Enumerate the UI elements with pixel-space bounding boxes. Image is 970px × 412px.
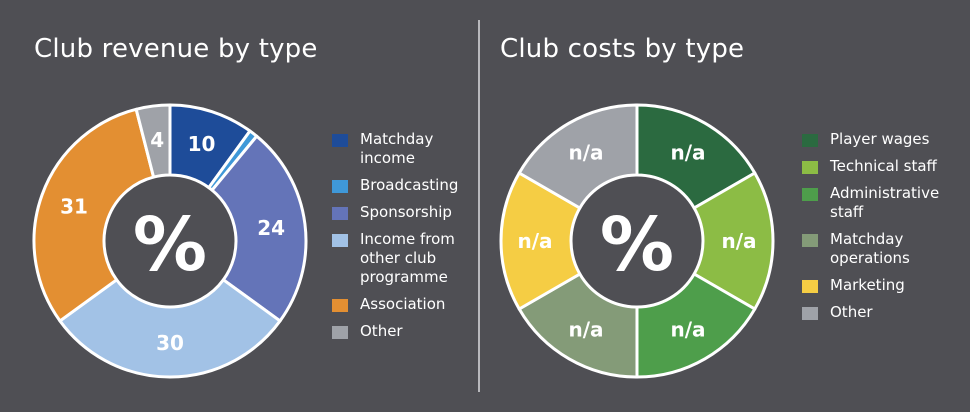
costs-legend-item: Technical staff (802, 157, 967, 176)
costs-legend-item: Marketing (802, 276, 967, 295)
revenue-segment-3 (58, 278, 282, 379)
revenue-donut-chart: 1012430314% (32, 103, 308, 379)
revenue-legend-swatch (332, 299, 348, 312)
costs-legend-item: Other (802, 303, 967, 322)
costs-legend-label: Other (830, 303, 873, 321)
revenue-legend-item: Association (332, 295, 472, 314)
costs-legend-item: Player wages (802, 130, 967, 149)
costs-donut-chart: n/a n/a n/a n/a n/a n/a% (499, 103, 775, 379)
costs-panel: n/a n/a n/a n/a n/a n/a% Club costs by type P… (480, 0, 970, 412)
costs-legend-swatch (802, 134, 818, 147)
costs-legend-label: Technical staff (830, 157, 937, 175)
revenue-legend-item: Broadcasting (332, 176, 472, 195)
revenue-legend-swatch (332, 234, 348, 247)
costs-legend-swatch (802, 307, 818, 320)
costs-segment-5 (517, 103, 639, 210)
costs-segment-label-1: n/a (721, 229, 756, 253)
costs-legend-label: Player wages (830, 130, 930, 148)
costs-legend-label: Administrative staff (830, 184, 940, 221)
revenue-center-label: % (133, 202, 207, 288)
revenue-legend-swatch (332, 207, 348, 220)
revenue-legend-label: Matchday income (360, 130, 434, 167)
panel-divider (478, 20, 480, 392)
revenue-legend-swatch (332, 326, 348, 339)
revenue-legend-item: Income from other club programme (332, 230, 472, 287)
revenue-panel: 1012430314% Club revenue by type Matchda… (0, 0, 478, 412)
revenue-segment-label-2: 24 (257, 216, 285, 240)
revenue-legend-swatch (332, 180, 348, 193)
revenue-segment-4 (32, 107, 156, 323)
costs-legend-label: Matchday operations (830, 230, 910, 267)
costs-legend-item: Administrative staff (802, 184, 967, 222)
costs-legend-swatch (802, 234, 818, 247)
costs-legend: Player wages Technical staff Administrativ… (802, 130, 967, 330)
costs-legend-item: Matchday operations (802, 230, 967, 268)
costs-segment-label-4: n/a (517, 229, 552, 253)
revenue-segment-label-5: 4 (150, 128, 164, 152)
revenue-legend-label: Association (360, 295, 446, 313)
costs-legend-label: Marketing (830, 276, 905, 294)
costs-legend-swatch (802, 280, 818, 293)
costs-segment-label-2: n/a (670, 317, 705, 341)
revenue-chart-title: Club revenue by type (34, 34, 318, 64)
revenue-legend-label: Other (360, 322, 403, 340)
revenue-legend-item: Matchday income (332, 130, 472, 168)
costs-segment-label-0: n/a (670, 141, 705, 165)
costs-legend-swatch (802, 188, 818, 201)
costs-legend-swatch (802, 161, 818, 174)
revenue-legend-label: Broadcasting (360, 176, 459, 194)
costs-chart-title: Club costs by type (500, 34, 745, 64)
revenue-legend: Matchday income Broadcasting Sponsorship In… (332, 130, 472, 349)
revenue-segment-label-4: 31 (60, 194, 88, 218)
costs-segment-label-5: n/a (568, 141, 603, 165)
revenue-segment-label-3: 30 (156, 331, 184, 355)
revenue-legend-item: Sponsorship (332, 203, 472, 222)
revenue-segment-label-0: 10 (188, 132, 216, 156)
revenue-legend-label: Income from other club programme (360, 230, 455, 286)
costs-segment-label-3: n/a (568, 317, 603, 341)
revenue-legend-swatch (332, 134, 348, 147)
costs-center-label: % (600, 202, 674, 288)
revenue-legend-item: Other (332, 322, 472, 341)
revenue-legend-label: Sponsorship (360, 203, 452, 221)
revenue-segment-5 (134, 103, 172, 179)
revenue-segment-2 (210, 134, 308, 323)
